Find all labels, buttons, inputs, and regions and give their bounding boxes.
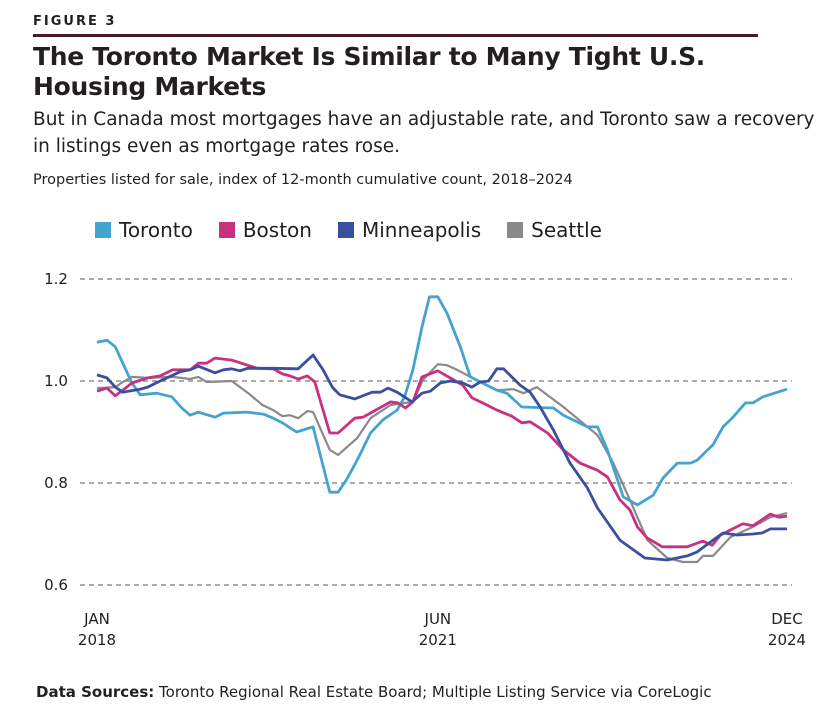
data-sources: Data Sources: Toronto Regional Real Esta…	[36, 683, 712, 701]
legend-item-seattle: Seattle	[507, 218, 602, 242]
chart-title: The Toronto Market Is Similar to Many Ti…	[33, 42, 705, 101]
legend: Toronto Boston Minneapolis Seattle	[95, 218, 602, 242]
legend-label: Boston	[242, 218, 312, 242]
legend-swatch	[507, 222, 524, 238]
series-line-boston	[96, 356, 788, 549]
legend-item-toronto: Toronto	[95, 218, 193, 242]
y-tick-label: 0.6	[44, 576, 68, 594]
legend-label: Toronto	[119, 218, 193, 242]
header-rule	[33, 34, 758, 37]
figure-label: FIGURE 3	[33, 14, 117, 29]
source-label: Data Sources:	[36, 683, 155, 701]
chart-subtitle: But in Canada most mortgages have an adj…	[33, 109, 815, 157]
x-tick-month: JAN	[83, 610, 110, 628]
source-text: Toronto Regional Real Estate Board; Mult…	[154, 683, 712, 701]
legend-label: Seattle	[531, 218, 602, 242]
legend-swatch	[218, 222, 235, 238]
series-line-toronto	[96, 295, 788, 507]
y-tick-label: 1.0	[44, 372, 68, 390]
y-tick-label: 1.2	[44, 270, 68, 288]
legend-label: Minneapolis	[361, 218, 482, 242]
x-tick-year: 2018	[78, 631, 116, 649]
legend-swatch	[95, 222, 111, 238]
legend-item-minneapolis: Minneapolis	[337, 218, 482, 242]
x-tick-month: JUN	[424, 610, 452, 628]
legend-swatch	[337, 222, 354, 238]
y-axis-description: Properties listed for sale, index of 12-…	[33, 172, 573, 188]
y-tick-label: 0.8	[44, 474, 68, 492]
x-tick-month: DEC	[771, 610, 803, 628]
x-tick-year: 2021	[419, 631, 457, 649]
series-line-minneapolis	[96, 353, 787, 562]
legend-item-boston: Boston	[218, 218, 312, 242]
x-tick-year: 2024	[768, 631, 806, 649]
